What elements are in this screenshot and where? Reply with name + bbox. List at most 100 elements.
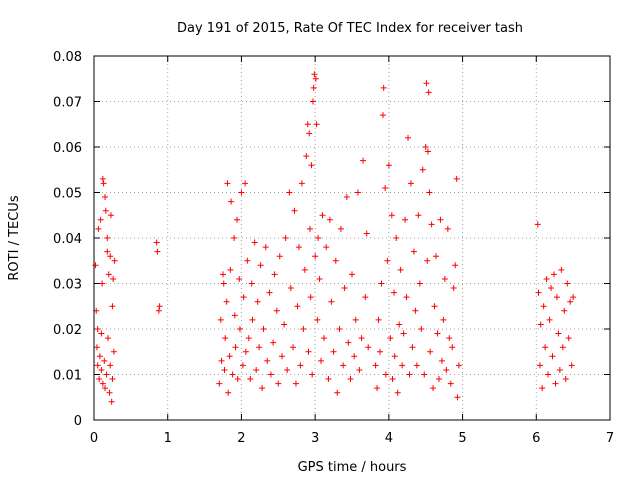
- data-point: [558, 266, 565, 273]
- data-point: [375, 316, 382, 323]
- x-tick-label: 6: [532, 431, 540, 446]
- data-point: [431, 303, 438, 310]
- data-point: [345, 339, 352, 346]
- data-point: [271, 271, 278, 278]
- data-point: [315, 235, 322, 241]
- data-point: [248, 280, 255, 287]
- data-point: [553, 294, 560, 301]
- data-point: [98, 366, 105, 373]
- data-point: [99, 280, 106, 287]
- data-point: [388, 212, 395, 219]
- data-point: [435, 376, 442, 383]
- data-point: [310, 84, 317, 91]
- data-point: [308, 162, 315, 169]
- data-point: [270, 339, 277, 346]
- data-point: [97, 216, 104, 223]
- data-point: [351, 353, 358, 360]
- data-point: [545, 371, 552, 378]
- data-point: [556, 366, 563, 373]
- data-point: [103, 371, 110, 378]
- x-tick-label: 5: [458, 431, 466, 446]
- data-point: [231, 312, 238, 319]
- data-point: [384, 257, 391, 264]
- data-point: [362, 294, 369, 301]
- data-point: [427, 348, 434, 355]
- data-point: [286, 189, 293, 196]
- data-point: [109, 303, 116, 310]
- data-point: [282, 235, 289, 241]
- data-point: [253, 366, 260, 373]
- data-point: [92, 262, 99, 269]
- data-point: [238, 189, 245, 196]
- data-point: [400, 330, 407, 337]
- data-point: [107, 253, 114, 260]
- data-point: [399, 362, 406, 369]
- data-point: [101, 357, 108, 364]
- data-point: [96, 376, 103, 383]
- data-point: [309, 98, 316, 105]
- x-tick-label: 2: [237, 431, 245, 446]
- data-point: [314, 316, 321, 323]
- data-point: [311, 71, 318, 78]
- data-point: [450, 285, 457, 292]
- data-point: [105, 271, 112, 278]
- data-point: [418, 326, 425, 332]
- data-point: [262, 244, 269, 251]
- data-point: [426, 189, 433, 196]
- data-point: [378, 280, 385, 287]
- data-point: [93, 344, 100, 351]
- data-point: [153, 239, 160, 246]
- data-point: [455, 362, 462, 369]
- data-point: [382, 371, 389, 378]
- data-point: [95, 225, 102, 232]
- data-point: [437, 216, 444, 223]
- data-point: [287, 285, 294, 292]
- grid-lines: [94, 56, 610, 420]
- data-point: [422, 144, 429, 150]
- data-point: [415, 212, 422, 219]
- data-point: [236, 326, 243, 332]
- data-point: [220, 280, 227, 287]
- data-point: [550, 271, 557, 278]
- data-point: [535, 289, 542, 296]
- data-point: [291, 207, 298, 214]
- data-point: [540, 303, 547, 310]
- data-point: [309, 371, 316, 378]
- data-point: [251, 239, 258, 246]
- data-point: [228, 198, 235, 205]
- data-point: [225, 389, 232, 396]
- data-point: [396, 321, 403, 328]
- data-point: [534, 221, 541, 228]
- data-point: [391, 353, 398, 360]
- data-point: [536, 362, 543, 369]
- x-tick-label: 7: [606, 431, 614, 446]
- data-point: [365, 344, 372, 351]
- data-point: [402, 216, 409, 223]
- data-point: [312, 253, 319, 260]
- data-point: [239, 362, 246, 369]
- data-point: [111, 257, 118, 264]
- data-point: [223, 298, 230, 305]
- data-point: [267, 371, 274, 378]
- data-point: [349, 271, 355, 278]
- y-tick-label: 0: [74, 414, 82, 429]
- data-point: [406, 371, 413, 378]
- data-point: [391, 289, 398, 296]
- data-point: [298, 180, 305, 187]
- data-point: [227, 266, 234, 273]
- data-point: [224, 180, 231, 187]
- data-point: [96, 353, 103, 360]
- data-point: [424, 148, 431, 155]
- data-point: [358, 335, 365, 342]
- data-point: [297, 362, 304, 369]
- data-point: [449, 344, 456, 351]
- data-point: [104, 235, 111, 241]
- data-point: [275, 380, 282, 387]
- data-point: [102, 194, 109, 201]
- data-point: [564, 280, 571, 287]
- data-point: [441, 275, 448, 282]
- data-point: [555, 330, 562, 337]
- x-axis-label: GPS time / hours: [298, 460, 407, 475]
- data-point: [443, 366, 450, 373]
- data-point: [102, 207, 109, 214]
